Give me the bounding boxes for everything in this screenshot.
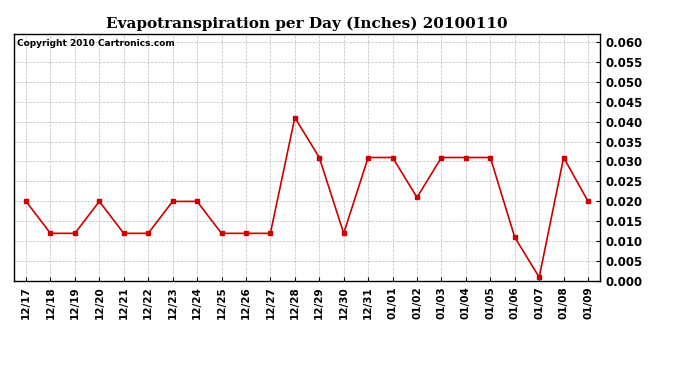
Title: Evapotranspiration per Day (Inches) 20100110: Evapotranspiration per Day (Inches) 2010… (106, 17, 508, 31)
Text: Copyright 2010 Cartronics.com: Copyright 2010 Cartronics.com (17, 39, 175, 48)
